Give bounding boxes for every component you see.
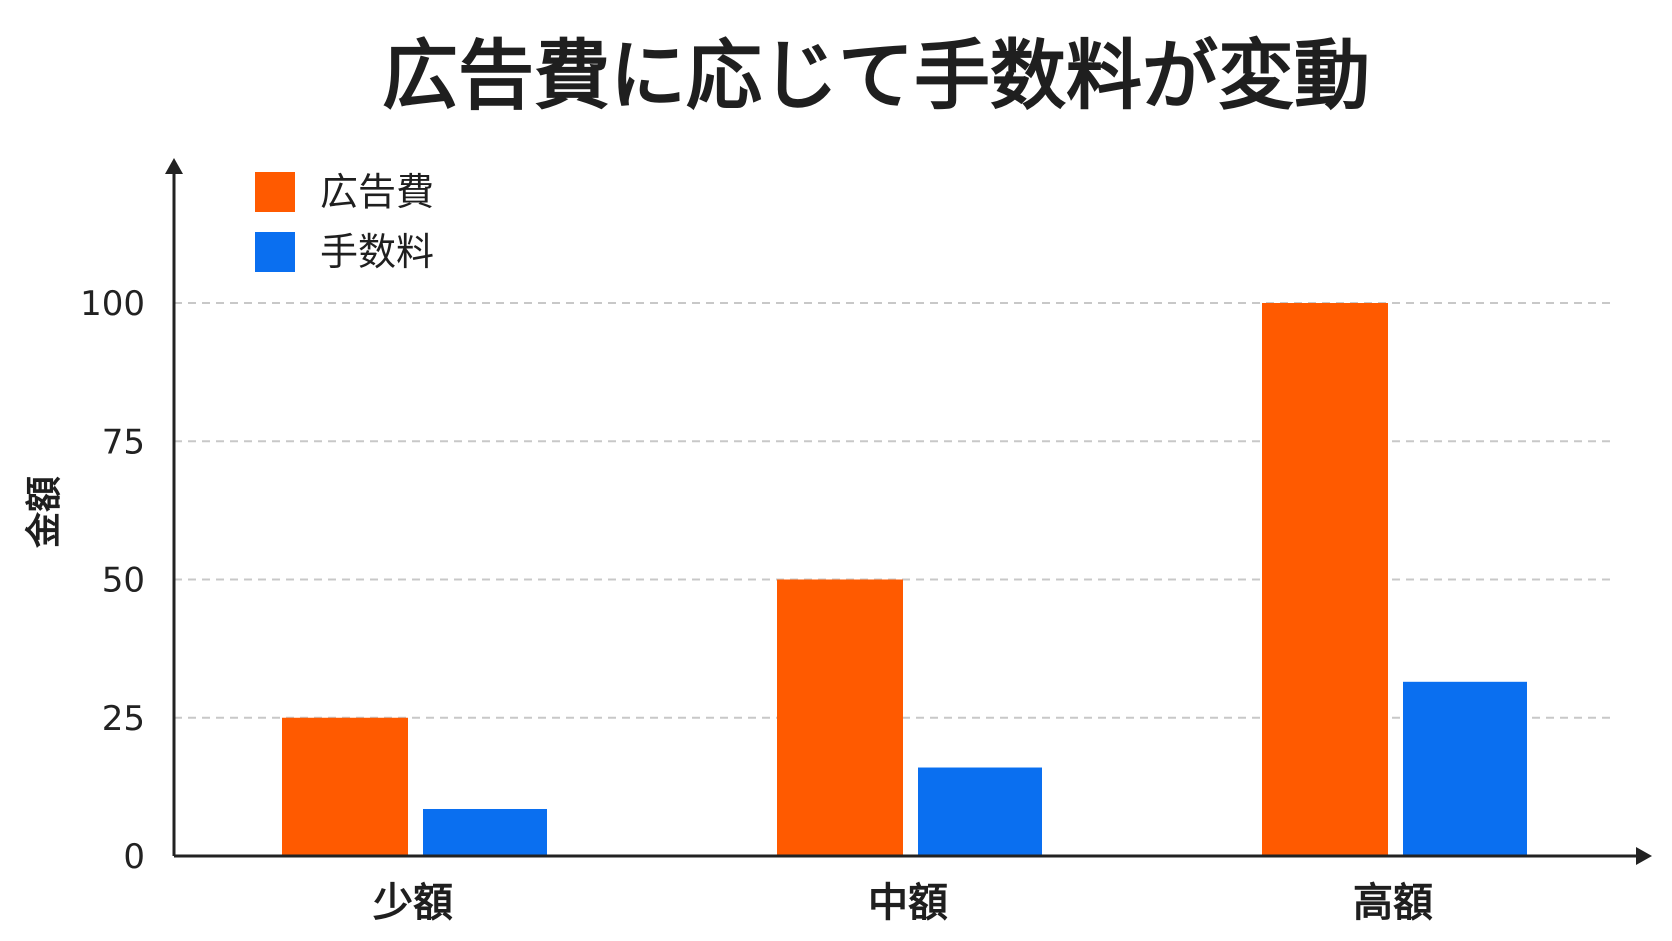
x-axis-arrow <box>1636 847 1652 865</box>
y-tick-label-0: 0 <box>123 837 145 877</box>
y-tick-label-1: 25 <box>102 699 145 739</box>
legend-label-1: 手数料 <box>320 230 434 274</box>
y-tick-label-3: 75 <box>102 422 145 462</box>
y-tick-label-2: 50 <box>102 561 145 601</box>
bar-0-2 <box>1262 303 1388 856</box>
legend-label-0: 広告費 <box>320 170 434 214</box>
axes <box>165 158 1652 865</box>
y-axis-arrow <box>165 158 183 174</box>
bar-0-1 <box>777 579 903 856</box>
legend-swatch-1 <box>255 232 295 272</box>
x-category-label-2: 高額 <box>1353 880 1433 926</box>
bar-0-0 <box>282 717 408 856</box>
bar-1-2 <box>1403 681 1527 856</box>
y-tick-label-4: 100 <box>80 284 145 324</box>
bars <box>282 303 1527 856</box>
x-category-labels: 少額 中額 高額 <box>373 880 1433 926</box>
x-category-label-1: 中額 <box>868 880 948 926</box>
x-category-label-0: 少額 <box>373 880 453 926</box>
bar-1-1 <box>918 767 1042 856</box>
bar-1-0 <box>423 808 547 856</box>
chart-title: 広告費に応じて手数料が変動 <box>382 31 1370 120</box>
y-axis-label: 金額 <box>23 476 65 549</box>
legend-swatch-0 <box>255 172 295 212</box>
y-tick-labels: 0 25 50 75 100 <box>80 284 145 877</box>
